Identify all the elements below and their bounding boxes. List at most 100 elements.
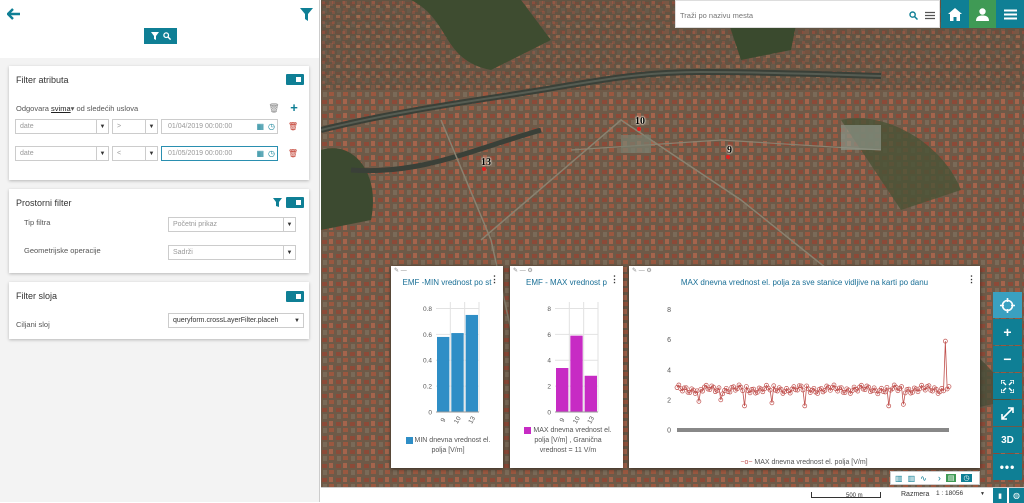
data-point — [747, 390, 753, 396]
x-tick-label: 9 — [440, 417, 448, 424]
condition-1-operator[interactable]: > ▼ — [112, 119, 158, 134]
table-icon[interactable]: ▤ — [945, 474, 957, 482]
layer-filter-toggle[interactable] — [286, 291, 304, 302]
scale-label: 500 m — [846, 493, 863, 499]
crosshair-icon — [1000, 297, 1015, 313]
bar-9 — [437, 336, 450, 412]
data-point — [795, 387, 800, 393]
zoom-out-button[interactable]: − — [993, 346, 1022, 372]
data-point — [727, 389, 733, 395]
station-marker-10[interactable]: 10 — [635, 116, 645, 127]
3d-button[interactable]: 3D — [993, 427, 1022, 453]
home-button[interactable] — [941, 0, 969, 28]
condition-2-field[interactable]: date ▼ — [15, 146, 109, 161]
data-point — [922, 387, 928, 393]
data-point — [815, 391, 820, 396]
geometry-operations-label: Geometrijske operacije — [24, 246, 101, 255]
data-point — [837, 385, 842, 391]
chart-widget-icon[interactable]: ▥ — [907, 473, 916, 483]
attribute-filter-toggle[interactable] — [286, 74, 304, 85]
menu-icon[interactable] — [925, 11, 935, 20]
target-layer-select[interactable]: queryform.crossLayerFilter.placeh ▼ — [168, 313, 304, 328]
clock-icon[interactable]: ◷ — [961, 474, 972, 482]
search-small-icon — [162, 32, 171, 40]
plus-icon: + — [1003, 324, 1012, 340]
filter-search-button[interactable] — [144, 28, 177, 44]
calendar-icon[interactable]: ▦ — [256, 122, 264, 131]
geometry-operations-select[interactable]: Sadrži ▼ — [168, 245, 296, 260]
fullscreen-button[interactable] — [993, 400, 1022, 426]
station-marker-9[interactable]: 9 — [727, 145, 732, 156]
max-chart-widget[interactable]: ✎ — ⚙ EMF - MAX vrednost p ⋮ 0 2 4 6 8 9 10 13 … — [510, 266, 623, 468]
y-tick-label: 0.2 — [423, 384, 432, 391]
condition-2-value[interactable]: 01/05/2019 00:00:00 ▦ ◷ — [161, 146, 278, 161]
min-chart-widget[interactable]: ✎ — EMF -MIN vrednost po st ⋮ 0 0.2 0.4 0.6… — [391, 266, 503, 468]
ratio-select[interactable]: 1 : 18056 ▼ — [936, 490, 985, 497]
widget-header-icons[interactable]: ✎ — ⚙ — [513, 268, 533, 274]
condition-1-field[interactable]: date ▼ — [15, 119, 109, 134]
back-arrow-icon[interactable] — [6, 6, 22, 22]
more-options-button[interactable]: ••• — [993, 454, 1022, 480]
data-point — [926, 383, 932, 389]
chevron-down-icon: ▼ — [96, 147, 108, 160]
info-button[interactable]: ◍ — [1009, 488, 1024, 503]
data-point — [859, 382, 864, 388]
filter-type-select[interactable]: Početni prikaz ▼ — [168, 217, 296, 232]
data-point — [811, 385, 817, 391]
data-point — [831, 382, 837, 388]
marker-dot — [482, 167, 486, 171]
spatial-filter-icon[interactable] — [273, 198, 283, 208]
filter-icon[interactable] — [299, 7, 313, 21]
calendar-icon[interactable]: ▦ — [256, 149, 264, 158]
line-widget-icon[interactable]: ∿ — [920, 473, 927, 483]
delete-condition-1-icon[interactable]: 🗑 — [287, 121, 299, 131]
trash-all-icon[interactable]: 🗑 — [268, 102, 280, 113]
widget-header-icons[interactable]: ✎ — ⚙ — [632, 268, 652, 274]
zoom-in-button[interactable]: + — [993, 319, 1022, 345]
data-point — [744, 384, 749, 389]
chevron-right-icon[interactable]: › — [937, 473, 941, 483]
user-button[interactable] — [969, 0, 996, 28]
condition-1-value[interactable]: 01/04/2019 00:00:00 ▦ ◷ — [161, 119, 278, 134]
y-tick-label: 0.4 — [423, 358, 432, 365]
y-tick-label: 4 — [547, 358, 551, 365]
search-input[interactable] — [680, 7, 900, 23]
data-point — [725, 389, 731, 395]
bar-13 — [584, 375, 597, 412]
data-point — [769, 400, 775, 406]
x-tick-label: 13 — [467, 415, 477, 425]
chevron-down-icon: ▼ — [294, 317, 300, 324]
condition-2-operator[interactable]: < ▼ — [112, 146, 158, 161]
clock-icon[interactable]: ◷ — [268, 149, 275, 158]
max-line-chart: 0 2 4 6 8 — [667, 307, 952, 435]
print-button[interactable]: ▮ — [993, 488, 1007, 503]
data-point — [822, 388, 828, 393]
spatial-filter-toggle[interactable] — [286, 197, 304, 208]
station-marker-13[interactable]: 13 — [481, 157, 491, 168]
widget-menu-icon[interactable]: ⋮ — [490, 274, 499, 284]
line-chart-widget[interactable]: ✎ — ⚙ MAX dnevna vrednost el. polja za s… — [629, 266, 980, 468]
min-chart-legend: MIN dnevna vrednost el. polja [V/m] — [401, 436, 495, 456]
widget-menu-icon[interactable]: ⋮ — [610, 274, 619, 284]
add-condition-icon[interactable]: + — [290, 99, 298, 115]
burger-button[interactable] — [996, 0, 1024, 28]
clock-icon[interactable]: ◷ — [268, 122, 275, 131]
fullscreen-icon — [1001, 406, 1014, 420]
chevron-down-icon: ▾ — [70, 104, 75, 113]
spatial-filter-card: Prostorni filter Tip filtra Početni prik… — [9, 189, 309, 273]
widget-menu-icon[interactable]: ⋮ — [967, 274, 976, 284]
map-canvas[interactable]: 10 9 13 — [321, 0, 1024, 502]
data-point — [687, 390, 693, 395]
home-icon — [948, 7, 962, 21]
delete-condition-2-icon[interactable]: 🗑 — [287, 148, 299, 158]
widget-header-icons[interactable]: ✎ — — [394, 268, 407, 274]
locate-button[interactable] — [993, 292, 1022, 318]
match-mode-dropdown[interactable]: svima — [51, 104, 71, 113]
chart-widget-icon[interactable]: ▥ — [895, 473, 903, 483]
data-point — [946, 384, 952, 389]
search-icon[interactable] — [909, 11, 918, 20]
full-extent-button[interactable] — [993, 373, 1022, 399]
target-layer-label: Ciljani sloj — [16, 320, 50, 329]
data-point — [703, 382, 709, 388]
minus-icon: − — [1003, 351, 1012, 367]
